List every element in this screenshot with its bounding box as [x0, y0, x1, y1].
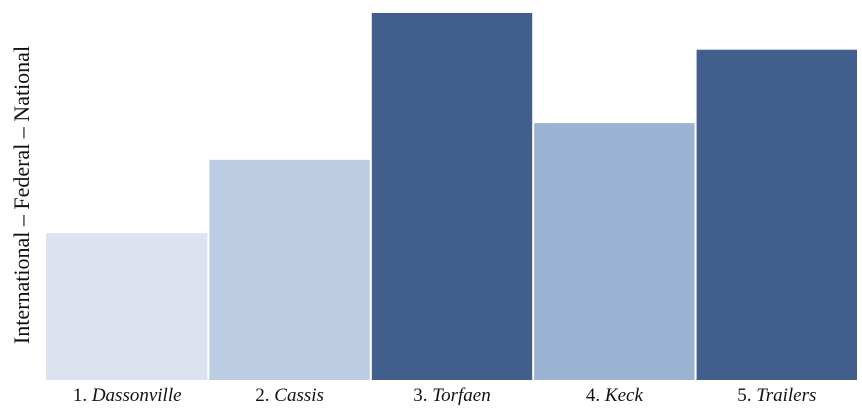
x-tick-label: 1. Dassonville [73, 385, 182, 406]
x-tick-label: 2. Cassis [255, 385, 324, 406]
bar-torfaen [371, 13, 533, 380]
bar-dassonville [46, 233, 208, 380]
y-axis-label: International – Federal – National [9, 46, 34, 344]
x-tick-label: 4. Keck [586, 385, 644, 406]
x-tick-label: 3. Torfaen [413, 385, 490, 406]
bar-cassis [209, 159, 370, 380]
bar-keck [534, 123, 695, 380]
bar-trailers [696, 49, 857, 380]
x-tick-label: 5. Trailers [737, 385, 816, 406]
bars-group [46, 13, 857, 380]
x-tick-labels: 1. Dassonville 2. Cassis 3. Torfaen 4. Keck… [73, 385, 817, 406]
